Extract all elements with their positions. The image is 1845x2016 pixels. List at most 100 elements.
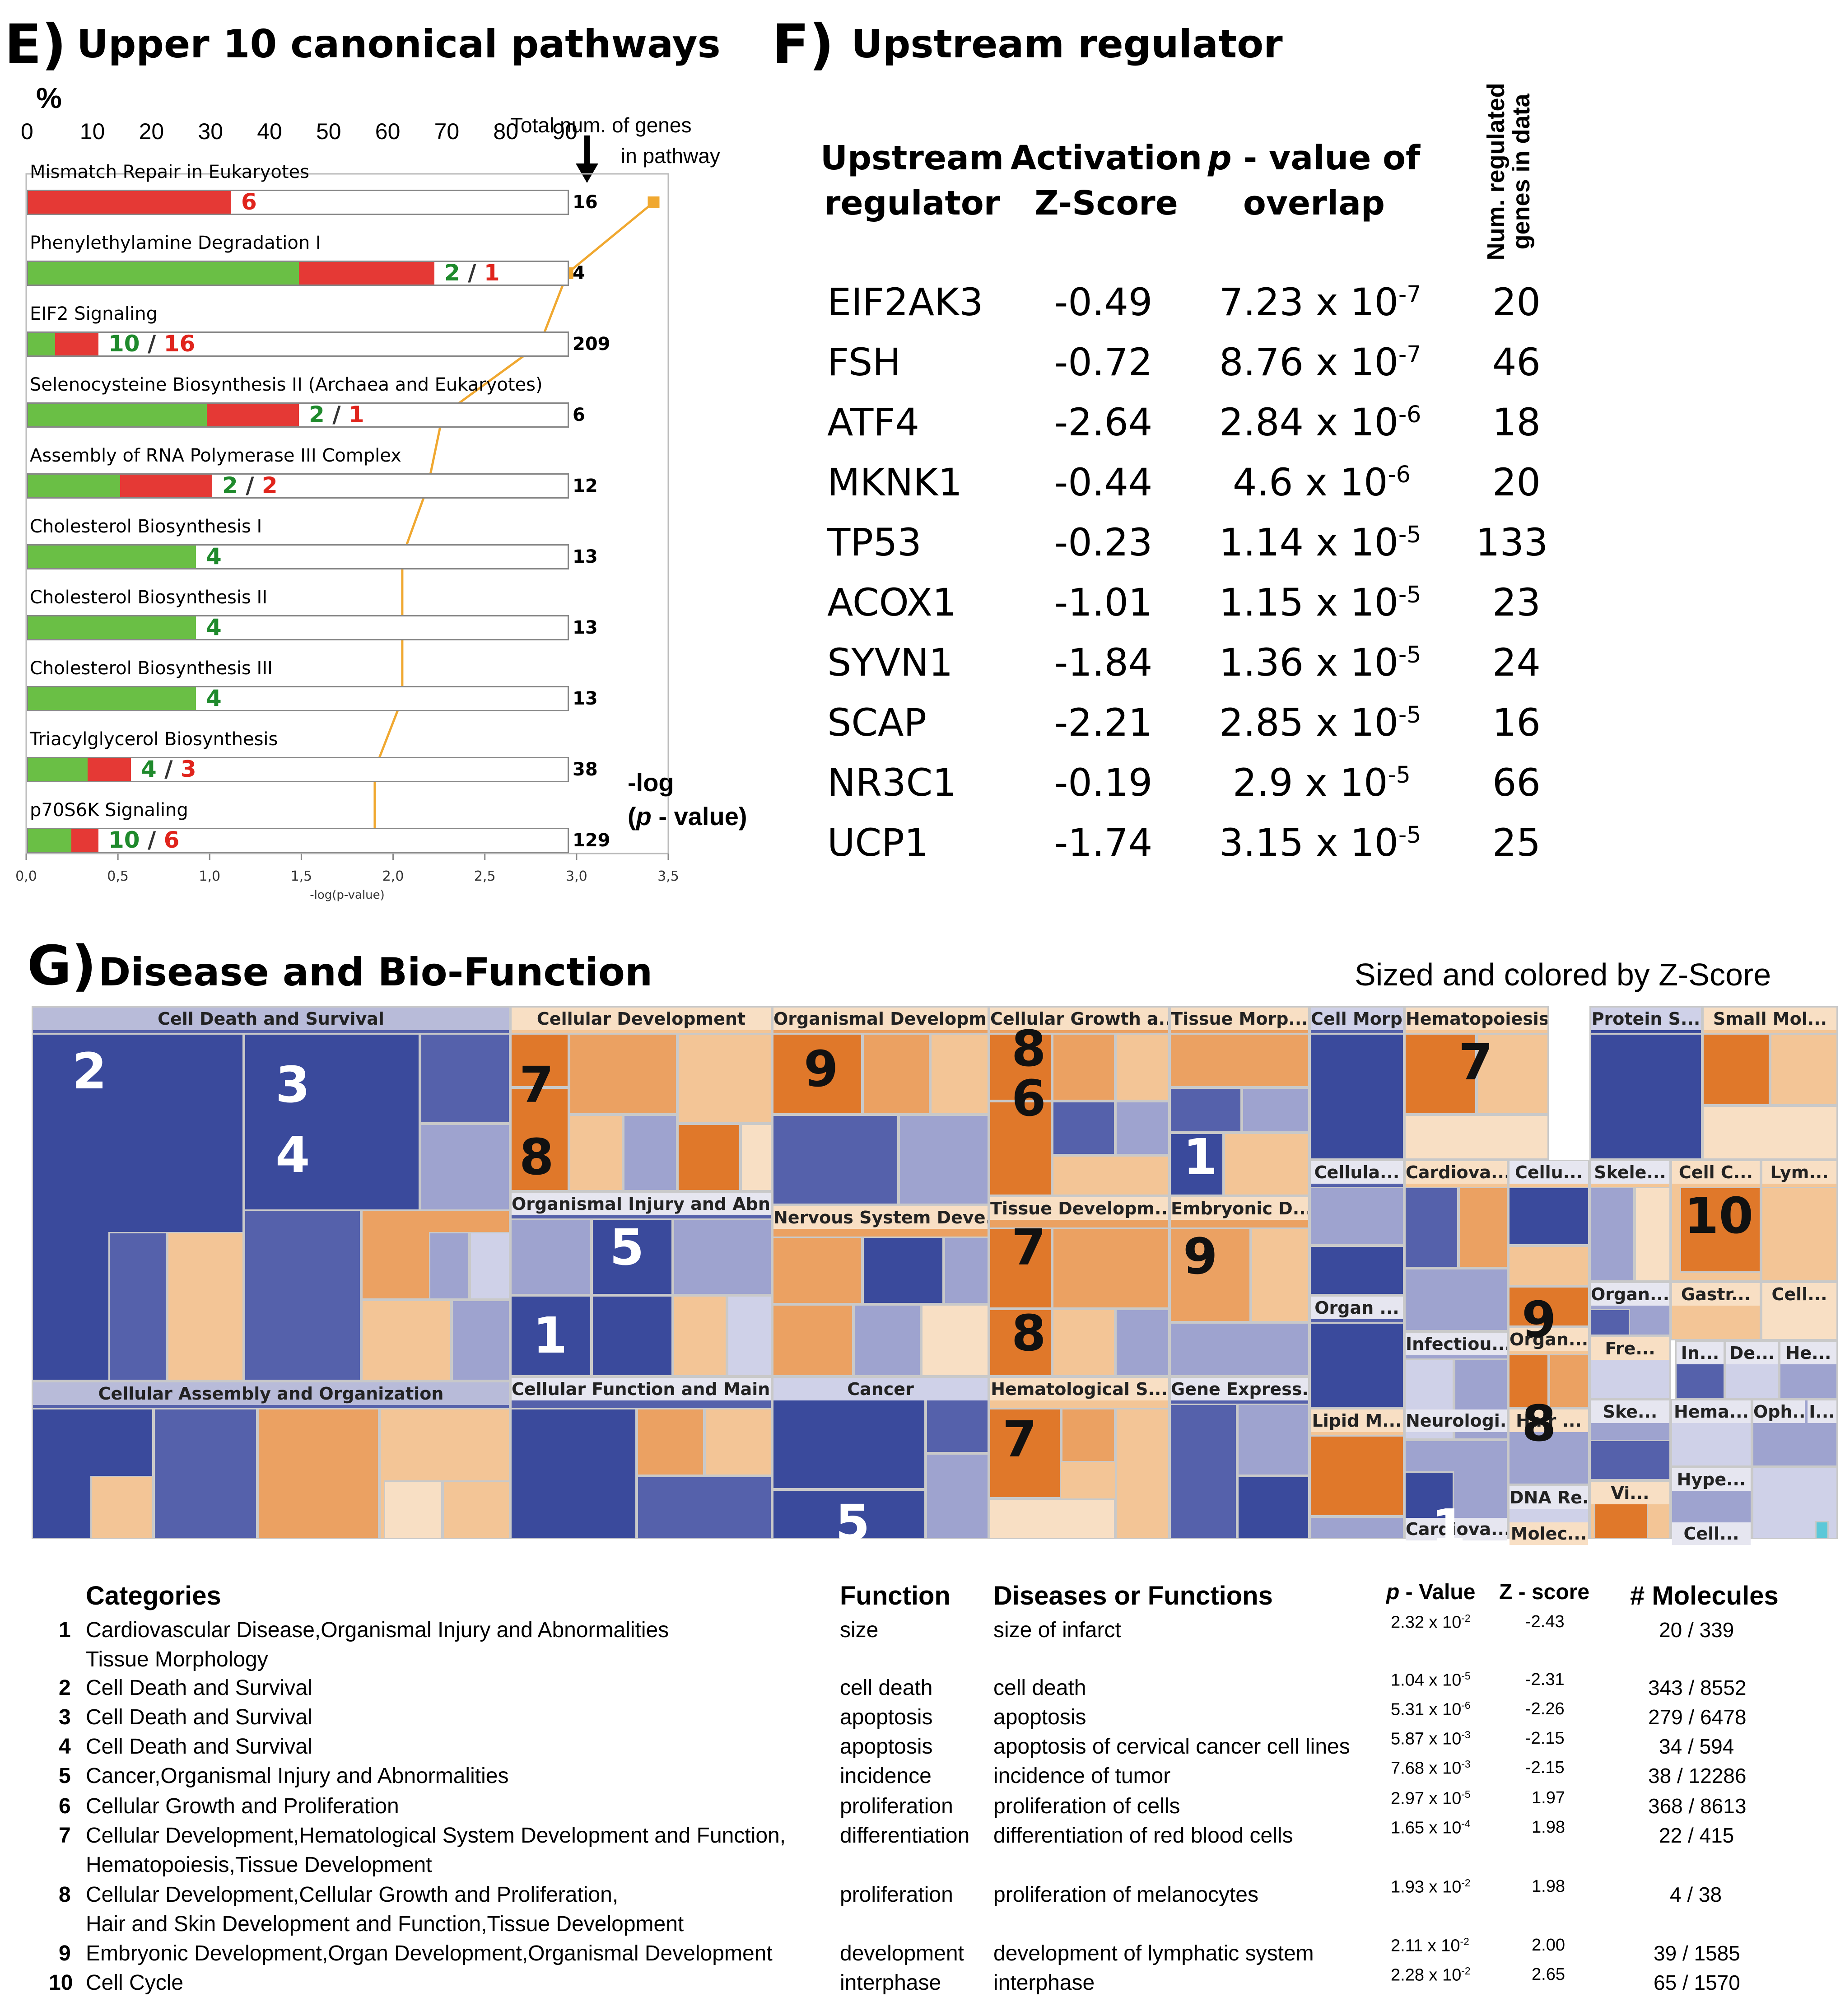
pvalue-exponent: -5 (1461, 1670, 1471, 1682)
treemap-header-tmor: Tissue Morp... (1171, 1008, 1308, 1030)
row-disease: proliferation of cells (993, 1794, 1180, 1818)
row-molecules: 343 / 8552 (1648, 1676, 1747, 1699)
treemap-header-neuro: Neurologi... (1406, 1409, 1507, 1432)
row-zscore: 1.98 (1532, 1877, 1565, 1896)
pvalue-exponent: -6 (1398, 401, 1421, 428)
treemap-tile (1237, 1404, 1309, 1476)
down-count: 10 (108, 331, 140, 357)
row-function: proliferation (840, 1794, 953, 1818)
row-function: interphase (840, 1971, 941, 1995)
gene-counts: 6 (241, 189, 257, 215)
row-function: cell death (840, 1676, 933, 1700)
treemap-tile (637, 1408, 704, 1476)
regulator-zscore: -2.64 (1054, 400, 1153, 444)
down-bar (28, 687, 196, 710)
row-number: 8 (59, 1883, 71, 1907)
up-count: 16 (163, 331, 196, 357)
down-bar (28, 758, 88, 781)
treemap-header-fre: Fre... (1591, 1337, 1669, 1360)
regulator-num-genes: 23 (1492, 580, 1541, 625)
row-pvalue: 2.32 x 10-2 (1391, 1612, 1471, 1633)
col-molecules: # Molecules (1630, 1581, 1779, 1610)
gene-counts: 4 (206, 685, 222, 711)
row-pvalue: 2.28 x 10-2 (1391, 1965, 1471, 1985)
pvalue-exponent: -5 (1398, 581, 1421, 608)
x-axis-label: -log(p-value) (310, 888, 385, 902)
pathway-name: Triacylglycerol Biosynthesis (30, 729, 278, 750)
treemap-tile (989, 1408, 1061, 1498)
regulator-name: NR3C1 (827, 761, 957, 805)
row-number: 10 (49, 1971, 73, 1995)
pathway-name: Cholesterol Biosynthesis III (30, 658, 273, 679)
treemap-header-infec: Infectiou... (1406, 1333, 1507, 1355)
treemap-header-cellc: Cell C... (1672, 1161, 1760, 1184)
treemap-tile (1309, 1322, 1404, 1408)
x-tick-label: 1,0 (199, 868, 220, 884)
treemap-number: 5 (835, 1494, 870, 1552)
row-function: size (840, 1618, 879, 1642)
treemap-tile (772, 1115, 899, 1205)
treemap-tile (772, 1304, 853, 1377)
x-tick-label: 2,0 (382, 868, 404, 884)
row-molecules: 39 / 1585 (1654, 1941, 1740, 1965)
treemap-number: 4 (275, 1126, 310, 1184)
treemap-tile (677, 1033, 772, 1124)
treemap-tile (1508, 1187, 1589, 1246)
pvalue-base: 2.84 x 10 (1219, 400, 1399, 444)
pct-tick-label: 60 (375, 119, 401, 144)
row-zscore: -2.15 (1525, 1758, 1565, 1777)
pct-tick-label: 80 (493, 119, 519, 144)
treemap-header-hair: Hair ... (1510, 1409, 1588, 1432)
row-pvalue: 5.87 x 10-3 (1391, 1729, 1471, 1749)
neglog-label-1: -log (628, 768, 674, 797)
pathway-name: Phenylethylamine Degradation I (30, 233, 321, 253)
neglog-label-2: (p - value) (628, 802, 747, 831)
down-count: 4 (206, 614, 222, 640)
treemap-header-cfm: Cellular Function and Main... (512, 1378, 771, 1400)
treemap-tile (899, 1115, 989, 1205)
treemap-tile (1702, 1033, 1770, 1106)
treemap-tile (673, 1295, 727, 1377)
regulator-zscore: -1.01 (1054, 580, 1153, 625)
treemap-tile (1115, 1101, 1169, 1155)
row-pvalue: 5.31 x 10-6 (1391, 1699, 1471, 1720)
treemap-header-caao: Cellular Assembly and Organization (33, 1382, 509, 1405)
up-count: 1 (484, 260, 500, 286)
count-separator: / (140, 331, 164, 357)
row-disease: interphase (993, 1971, 1095, 1995)
row-category: Cell Death and Survival (86, 1735, 312, 1759)
regulator-zscore: -2.21 (1054, 700, 1153, 745)
row-function: incidence (840, 1764, 932, 1788)
treemap-number: 1 (1431, 1498, 1466, 1556)
row-number: 5 (59, 1764, 71, 1788)
treemap-tile (1404, 1187, 1458, 1268)
treemap-tile (1508, 1286, 1589, 1327)
pathway-name: EIF2 Signaling (30, 303, 158, 324)
down-count: 4 (206, 543, 222, 569)
treemap-tile (1169, 1227, 1251, 1322)
treemap-header-oinj: Organismal Injury and Abno... (512, 1193, 771, 1215)
regulator-zscore: -0.19 (1054, 761, 1153, 805)
treemap-tile (1508, 1246, 1589, 1286)
treemap-tile (677, 1124, 741, 1191)
regulator-name: TP53 (827, 520, 922, 565)
treemap-number: 8 (1011, 1304, 1046, 1362)
down-bar (28, 333, 55, 355)
panel-g-subtitle: Sized and colored by Z-Score (1355, 957, 1771, 992)
row-disease: proliferation of melanocytes (993, 1883, 1258, 1907)
panel-f-title: Upstream regulator (851, 22, 1283, 67)
panel-e-title: Upper 10 canonical pathways (77, 22, 721, 67)
treemap-header-odev: Organismal Developm... (773, 1008, 988, 1030)
down-bar (28, 262, 299, 285)
treemap-tile (1224, 1133, 1309, 1196)
row-molecules: 368 / 8613 (1648, 1794, 1747, 1818)
treemap-tile (1169, 1087, 1242, 1133)
treemap-tile (1549, 1354, 1589, 1408)
treemap-header-cell3: Cell... (1762, 1283, 1836, 1306)
row-zscore: 1.97 (1532, 1788, 1565, 1807)
pathway-total: 16 (573, 192, 598, 213)
row-category: Cell Cycle (86, 1971, 184, 1995)
treemap-header-gastr: Gastr... (1672, 1283, 1760, 1306)
row-number: 2 (59, 1676, 71, 1700)
row-category: Cell Death and Survival (86, 1676, 312, 1700)
